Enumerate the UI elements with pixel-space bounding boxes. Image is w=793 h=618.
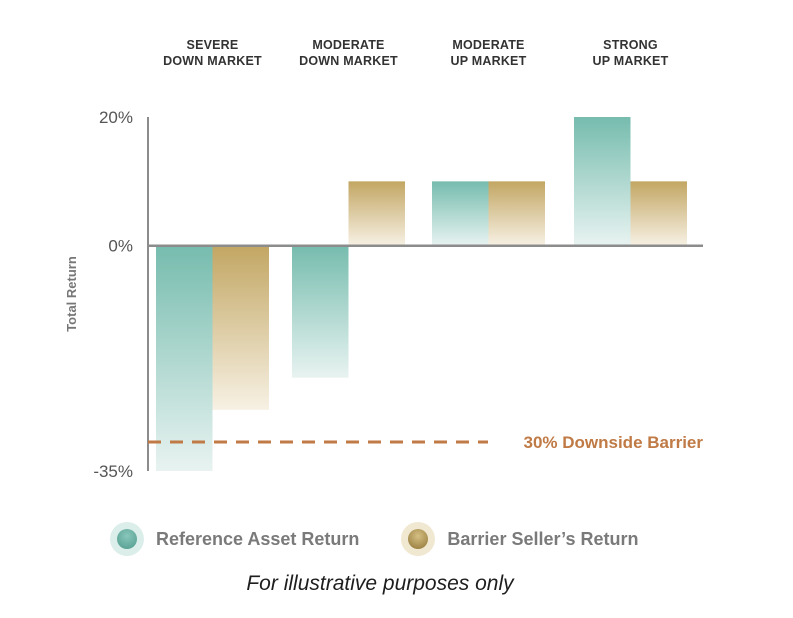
y-tick-label: -35% [93,462,133,481]
legend-item-reference: Reference Asset Return [110,522,359,556]
legend-label-reference: Reference Asset Return [156,528,360,549]
bar-barrier-seller [212,245,269,410]
bar-barrier-seller [348,181,405,246]
bar-barrier-seller [488,181,545,246]
bar-barrier-seller [630,181,687,246]
y-axis-label: Total Return [64,256,79,332]
category-label: MODERATE DOWN MARKET [299,38,398,68]
category-label: STRONG UP MARKET [593,38,669,68]
category-labels: SEVERE DOWN MARKET MODERATE DOWN MARKET MODE… [163,38,668,68]
y-tick-labels: 20% 0% -35% [93,108,133,481]
barrier-label: 30% Downside Barrier [523,433,703,452]
chart: SEVERE DOWN MARKET MODERATE DOWN MARKET MODE… [64,38,703,481]
y-tick-label: 0% [108,237,133,256]
bars [156,117,687,471]
barrier-group: 30% Downside Barrier [148,433,703,452]
category-label: MODERATE UP MARKET [451,38,527,68]
axes [147,117,703,471]
legend-swatch-reference [110,522,144,556]
bar-reference-asset [574,117,631,246]
bar-reference-asset [432,181,489,246]
y-tick-label: 20% [99,108,133,127]
category-label: SEVERE DOWN MARKET [163,38,262,68]
legend-label-barrier-seller: Barrier Seller’s Return [447,528,639,549]
bar-reference-asset [292,245,349,378]
bar-reference-asset [156,245,213,471]
legend-item-barrier-seller: Barrier Seller’s Return [401,522,639,556]
footnote: For illustrative purposes only [246,572,514,595]
legend-swatch-barrier-seller [401,522,436,556]
legend: Reference Asset Return Barrier Seller’s … [110,522,681,556]
